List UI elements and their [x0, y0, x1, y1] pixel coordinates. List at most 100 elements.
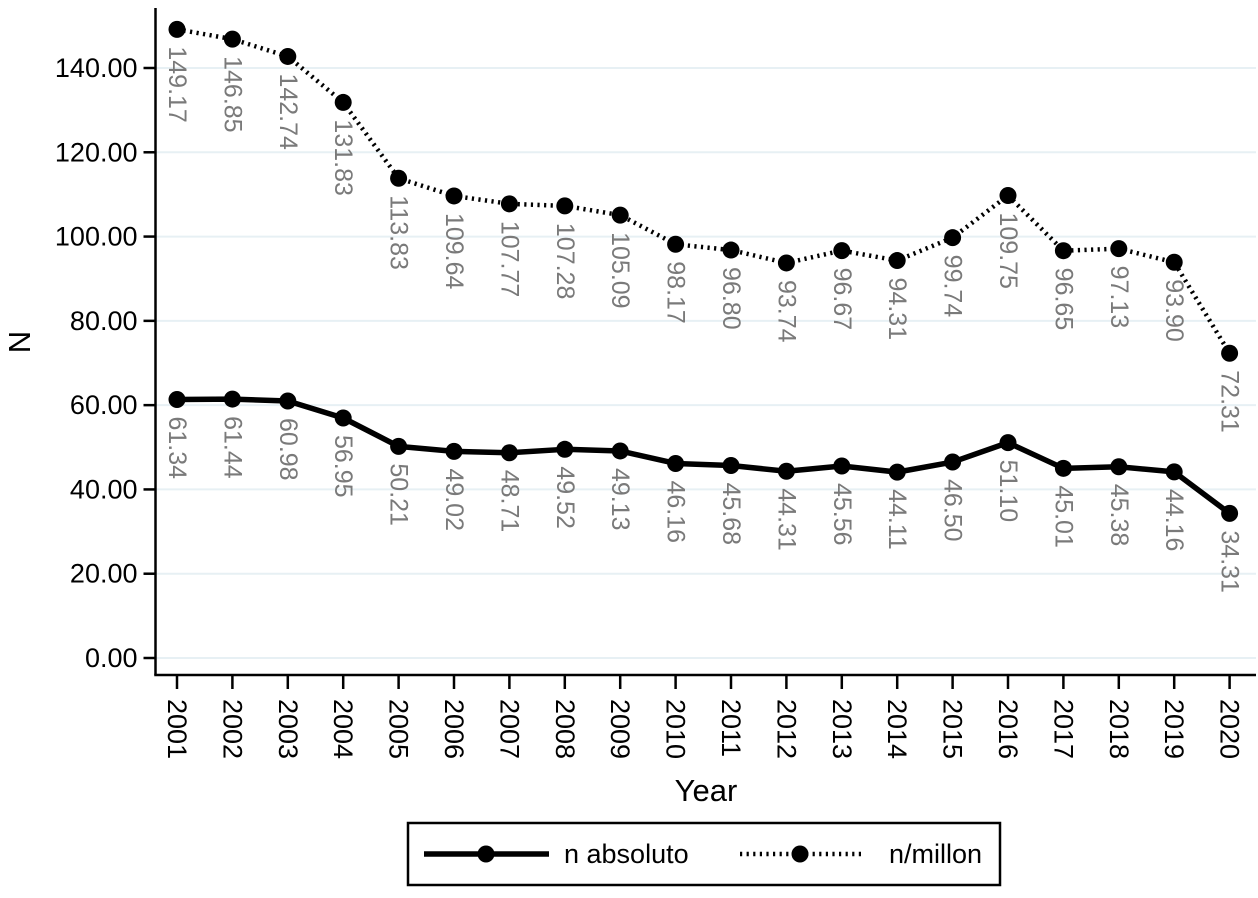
- data-point-label: 97.13: [1105, 266, 1133, 329]
- data-point-marker: [1221, 504, 1239, 522]
- x-tick-label: 2002: [217, 699, 247, 759]
- data-point-marker: [1110, 240, 1128, 258]
- data-point-marker: [1165, 463, 1183, 481]
- gridlines-layer: [156, 66, 1256, 659]
- data-point-label: 44.31: [772, 488, 800, 551]
- data-point-label: 45.68: [717, 482, 745, 545]
- x-tick-label: 2018: [1104, 699, 1134, 759]
- data-point-label: 46.16: [662, 480, 690, 543]
- data-point-label: 146.85: [218, 56, 246, 132]
- y-tick-label: 100.00: [55, 222, 138, 252]
- data-point-marker: [390, 169, 408, 187]
- data-point-marker: [445, 187, 463, 205]
- x-tick-label: 2008: [550, 699, 580, 759]
- x-tick-label: 2005: [384, 699, 414, 759]
- x-tick-label: 2004: [328, 699, 358, 759]
- data-point-marker: [944, 453, 962, 471]
- data-point-label: 149.17: [163, 46, 191, 122]
- data-point-marker: [223, 30, 241, 48]
- data-point-marker: [944, 229, 962, 247]
- x-tick-label: 2016: [993, 699, 1023, 759]
- data-point-label: 44.16: [1160, 489, 1188, 552]
- x-tick-label: 2014: [882, 699, 912, 759]
- data-point-marker: [611, 206, 629, 224]
- data-point-label: 49.13: [606, 468, 634, 531]
- data-point-marker: [556, 197, 574, 215]
- data-point-label: 96.65: [1049, 268, 1077, 331]
- data-point-marker: [1110, 458, 1128, 476]
- data-point-marker: [223, 390, 241, 408]
- x-tick-label: 2009: [605, 699, 635, 759]
- data-point-label: 61.44: [218, 416, 246, 479]
- y-axis-title: N: [2, 331, 37, 353]
- data-point-marker: [722, 241, 740, 259]
- data-point-label: 72.31: [1216, 370, 1244, 433]
- legend-dotted-marker-icon: [791, 845, 809, 863]
- data-point-label: 45.38: [1105, 484, 1133, 547]
- x-tick-label: 2001: [162, 699, 192, 759]
- axes-layer: 0.00 20.00 40.00 60.00 80.00 100.00 120.00 140.…: [55, 8, 1256, 759]
- x-tick-label: 2019: [1159, 699, 1189, 759]
- x-axis-title: Year: [675, 773, 738, 808]
- y-tick-label: 0.00: [85, 643, 138, 673]
- data-point-label: 93.90: [1160, 279, 1188, 342]
- data-point-marker: [722, 456, 740, 474]
- data-point-marker: [999, 434, 1017, 452]
- series-layer: 149.17 146.85 142.74 131.83 113.83 109.64 107.…: [163, 20, 1244, 593]
- data-point-label: 45.01: [1049, 485, 1077, 548]
- data-point-marker: [999, 186, 1017, 204]
- x-tick-label: 2015: [938, 699, 968, 759]
- data-point-marker: [445, 442, 463, 460]
- data-point-marker: [1054, 242, 1072, 260]
- data-point-marker: [500, 195, 518, 213]
- data-point-marker: [777, 254, 795, 272]
- data-point-marker: [168, 390, 186, 408]
- data-point-marker: [334, 93, 352, 111]
- data-point-label: 105.09: [606, 232, 634, 308]
- data-point-label: 49.52: [551, 466, 579, 529]
- data-point-marker: [888, 463, 906, 481]
- y-tick-label: 20.00: [70, 559, 138, 589]
- data-point-label: 113.83: [385, 195, 413, 270]
- data-point-label: 46.50: [939, 479, 967, 542]
- legend-solid-marker-icon: [477, 845, 495, 863]
- y-tick-label: 40.00: [70, 474, 138, 504]
- data-point-marker: [777, 462, 795, 480]
- y-tick-label: 120.00: [55, 137, 138, 167]
- data-point-label: 96.67: [828, 268, 856, 331]
- series-line-solid: [176, 396, 1232, 516]
- y-tick-label: 140.00: [55, 53, 138, 83]
- y-tick-label: 80.00: [70, 306, 138, 336]
- data-point-label: 107.77: [495, 221, 523, 297]
- x-tick-label: 2013: [827, 699, 857, 759]
- data-point-label: 93.74: [772, 280, 800, 343]
- legend-label-n-absoluto: n absoluto: [564, 839, 689, 869]
- legend: n absoluto n/millon: [406, 821, 1002, 887]
- data-point-label: 109.64: [440, 213, 468, 290]
- data-point-label: 99.74: [939, 255, 967, 318]
- data-point-label: 61.34: [163, 416, 191, 479]
- x-tick-label: 2012: [771, 699, 801, 759]
- data-point-marker: [833, 242, 851, 260]
- data-point-label: 60.98: [274, 418, 302, 481]
- legend-label-n-millon: n/millon: [889, 839, 982, 869]
- data-point-label: 94.31: [883, 278, 911, 341]
- x-tick-label: 2020: [1215, 699, 1245, 759]
- data-point-label: 142.74: [274, 73, 302, 150]
- data-point-label: 50.21: [385, 463, 413, 526]
- data-point-marker: [168, 20, 186, 38]
- data-point-marker: [888, 252, 906, 270]
- data-point-marker: [1221, 344, 1239, 362]
- data-point-label: 44.11: [883, 489, 911, 550]
- data-point-marker: [667, 454, 685, 472]
- data-point-marker: [833, 457, 851, 475]
- data-point-marker: [279, 392, 297, 410]
- data-point-label: 131.83: [329, 119, 357, 195]
- data-point-label: 51.10: [994, 460, 1022, 523]
- data-point-marker: [279, 47, 297, 65]
- data-point-marker: [1165, 253, 1183, 271]
- data-point-marker: [500, 444, 518, 462]
- data-point-marker: [611, 442, 629, 460]
